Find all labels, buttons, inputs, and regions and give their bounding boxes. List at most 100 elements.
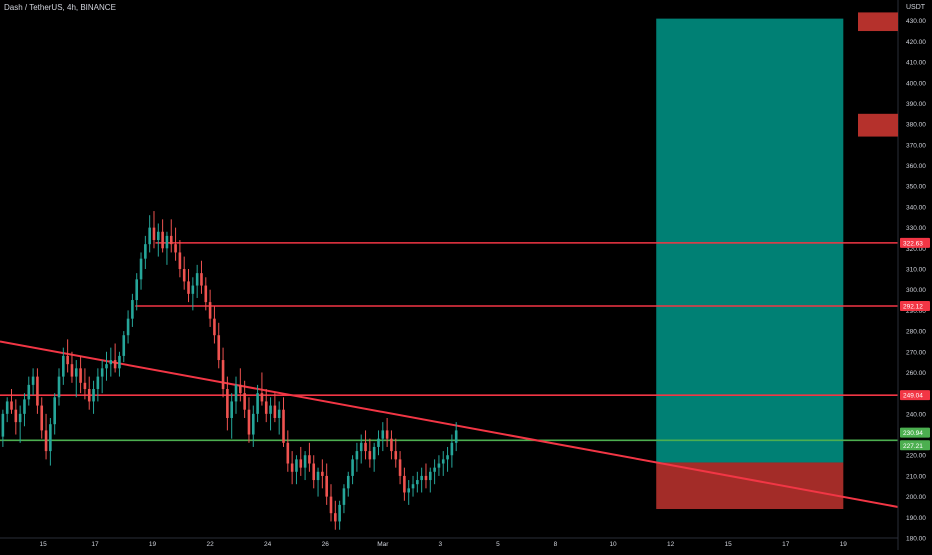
- axis-unit: USDT: [906, 4, 926, 11]
- candle-body: [70, 364, 74, 377]
- candle-body: [428, 471, 432, 481]
- x-tick-label: 5: [496, 541, 500, 548]
- price-axis: 430.00 420.00 410.00 400.00 390.00 380.00 370.…: [858, 0, 932, 550]
- candle-body: [79, 368, 82, 383]
- support-price-label: 227.21: [903, 443, 923, 450]
- x-tick-label: 19: [149, 541, 157, 548]
- level-price-label: 322.63: [903, 240, 923, 247]
- candle-body: [312, 463, 316, 481]
- y-tick-label: 380.00: [906, 122, 926, 129]
- time-axis: 15 17 19 22 24 26 Mar 3 5 8 10 12 15 17 19: [0, 537, 898, 548]
- candle-body: [390, 438, 393, 452]
- candle-body: [66, 355, 69, 365]
- axis-marker: [858, 12, 898, 32]
- x-tick-label: 17: [91, 541, 99, 548]
- candle-body: [243, 393, 246, 410]
- x-tick-label: 22: [206, 541, 214, 548]
- y-tick-label: 340.00: [906, 204, 926, 211]
- candle-body: [5, 401, 9, 414]
- candle-body: [208, 302, 212, 319]
- candle-body: [329, 496, 333, 514]
- candle-body: [113, 360, 117, 369]
- x-tick-label: 3: [439, 541, 443, 548]
- candle-body: [411, 484, 415, 489]
- candle-body: [381, 430, 385, 439]
- candle-body: [450, 442, 454, 456]
- candle-body: [441, 459, 445, 464]
- x-tick-label: 17: [782, 541, 790, 548]
- candles: [1, 211, 458, 530]
- y-tick-label: 400.00: [906, 80, 926, 87]
- candle-body: [191, 285, 195, 294]
- candle-body: [36, 376, 39, 406]
- candle-body: [152, 227, 156, 241]
- x-tick-label: 15: [725, 541, 733, 548]
- y-tick-label: 310.00: [906, 267, 926, 274]
- x-tick-label: 12: [667, 541, 675, 548]
- candle-body: [346, 475, 350, 489]
- y-tick-label: 330.00: [906, 225, 926, 232]
- x-tick-label: 8: [554, 541, 558, 548]
- candle-body: [385, 430, 389, 439]
- y-tick-label: 220.00: [906, 453, 926, 460]
- candle-body: [74, 368, 78, 377]
- candle-body: [342, 488, 346, 505]
- candle-body: [187, 281, 190, 294]
- y-tick-label: 430.00: [906, 18, 926, 25]
- last-price-label-bg: [900, 427, 930, 438]
- price-axis-bg: [898, 0, 932, 550]
- candle-body: [286, 442, 290, 464]
- price-labels: 322.63 292.12 249.04 230.94 227.21: [900, 237, 930, 451]
- candle-body: [14, 409, 18, 423]
- candle-body: [351, 459, 354, 476]
- candle-body: [424, 475, 428, 481]
- y-tick-label: 360.00: [906, 163, 926, 170]
- candle-body: [377, 438, 380, 447]
- support-price-label-bg: [900, 440, 930, 451]
- candle-body: [200, 273, 203, 286]
- candle-body: [394, 451, 398, 460]
- candle-body: [407, 488, 411, 493]
- candle-body: [96, 376, 100, 390]
- candle-body: [165, 235, 169, 249]
- candle-body: [269, 405, 272, 414]
- candle-body: [118, 355, 121, 369]
- candle-body: [416, 480, 419, 485]
- candle-body: [295, 459, 298, 472]
- y-tick-label: 350.00: [906, 184, 926, 191]
- loss-zone: [656, 462, 844, 510]
- candle-body: [178, 252, 182, 269]
- candle-body: [157, 231, 160, 241]
- candle-body: [31, 376, 35, 385]
- candle-body: [437, 463, 441, 468]
- level-price-label-bg: [900, 300, 930, 311]
- candle-body: [403, 475, 406, 493]
- candle-body: [273, 405, 277, 418]
- y-tick-label: 190.00: [906, 515, 926, 522]
- candle-body: [364, 442, 367, 452]
- candle-body: [226, 389, 229, 418]
- candle-body: [372, 446, 376, 460]
- level-price-label: 249.04: [903, 393, 923, 400]
- candle-body: [53, 397, 56, 425]
- candle-body: [182, 269, 186, 282]
- candle-body: [40, 405, 44, 431]
- candle-body: [109, 360, 113, 365]
- x-tick-label: 15: [40, 541, 48, 548]
- candle-body: [195, 273, 199, 286]
- y-tick-label: 270.00: [906, 349, 926, 356]
- y-tick-label: 390.00: [906, 101, 926, 108]
- candle-body: [359, 442, 363, 452]
- x-tick-label: 24: [264, 541, 272, 548]
- x-tick-label: 26: [322, 541, 330, 548]
- candle-body: [169, 235, 173, 245]
- candle-body: [49, 424, 52, 452]
- candle-body: [338, 504, 341, 522]
- candle-body: [355, 451, 359, 460]
- candle-body: [260, 393, 264, 402]
- candle-body: [282, 409, 285, 443]
- y-tick-label: 420.00: [906, 39, 926, 46]
- y-tick-label: 320.00: [906, 246, 926, 253]
- candle-body: [44, 430, 48, 452]
